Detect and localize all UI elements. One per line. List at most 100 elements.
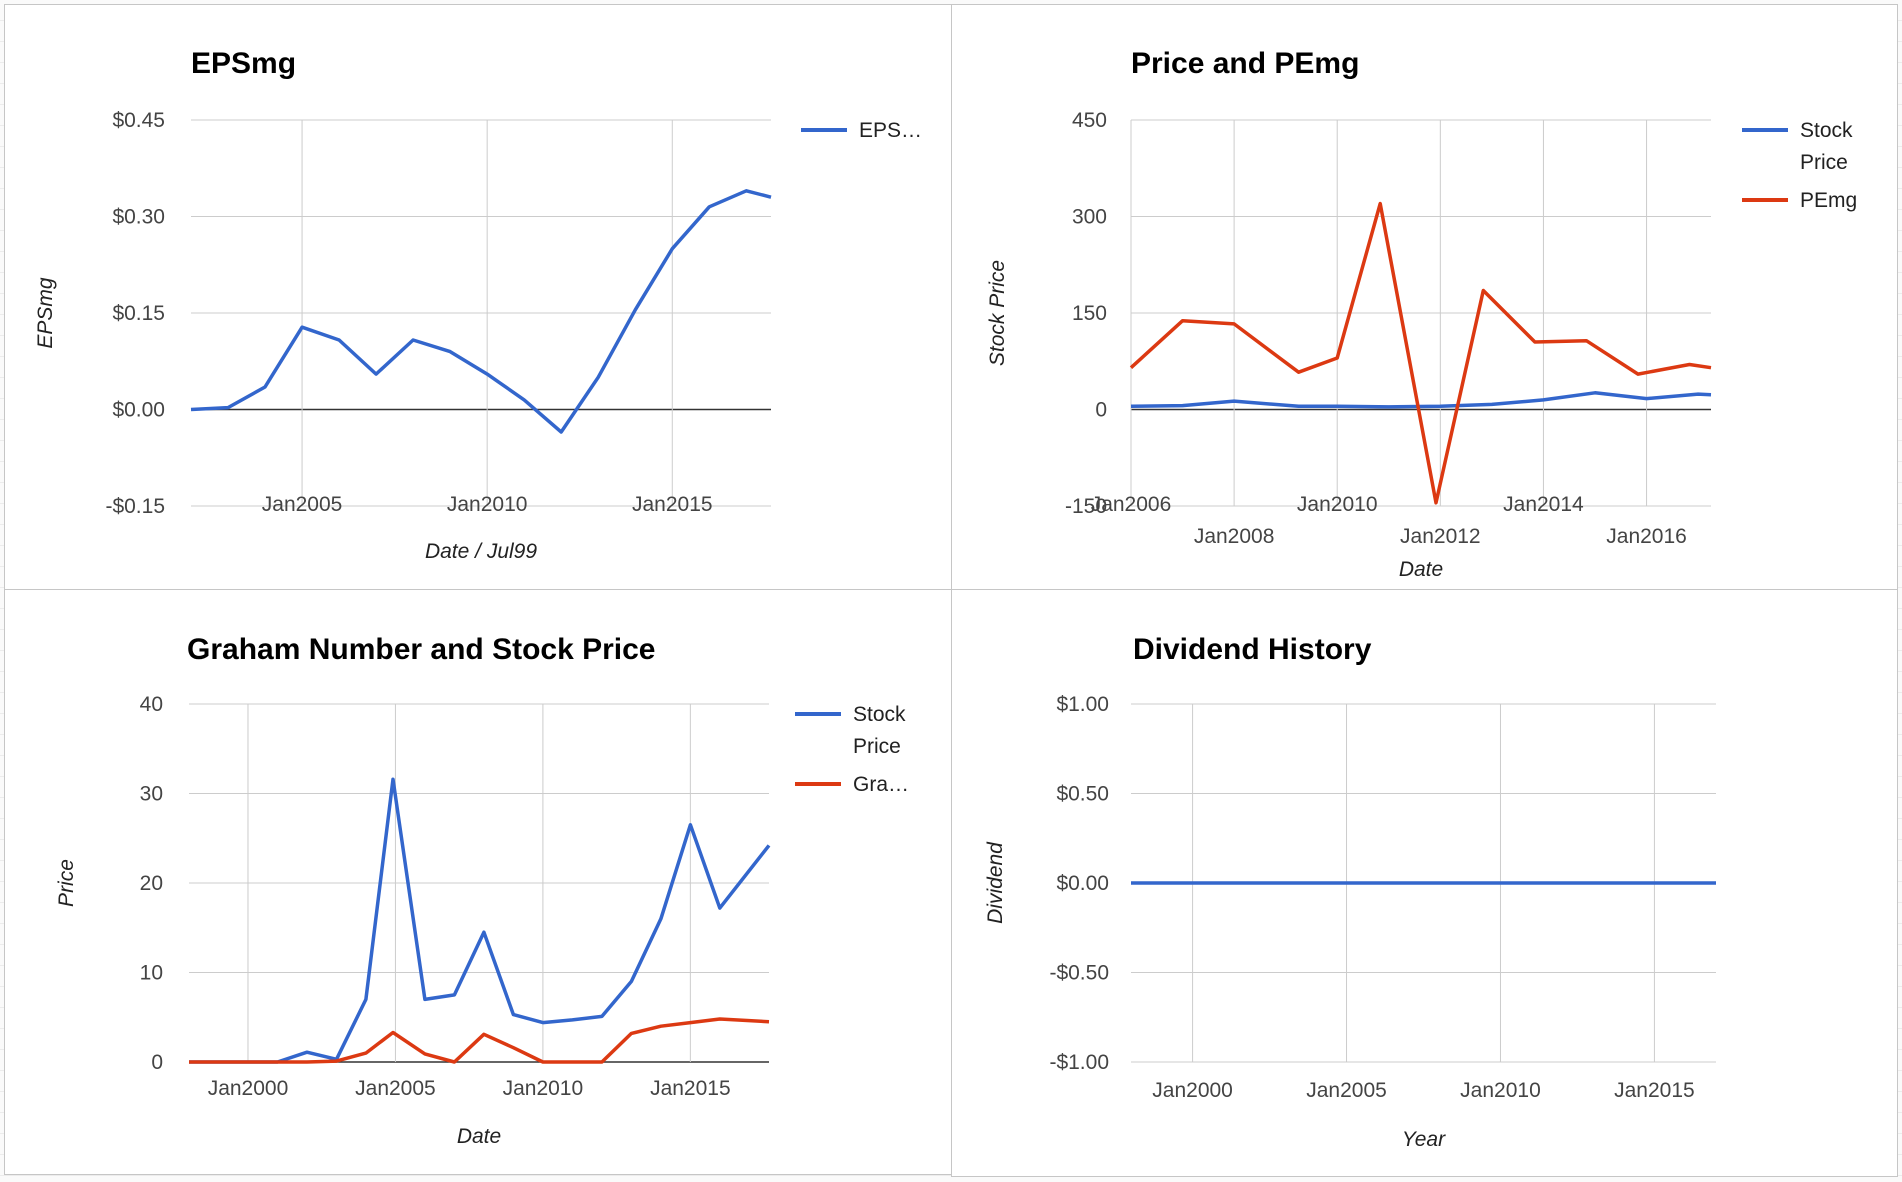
data-point[interactable] — [1709, 366, 1713, 370]
data-point[interactable] — [596, 375, 600, 379]
data-point[interactable] — [559, 430, 563, 434]
graham-chart[interactable]: Graham Number and Stock Price 0 10 20 30 40 Ja… — [4, 589, 952, 1175]
data-point[interactable] — [633, 308, 637, 312]
data-point[interactable] — [482, 930, 486, 934]
data-point[interactable] — [1387, 405, 1391, 409]
data-point[interactable] — [659, 1024, 663, 1028]
data-point[interactable] — [570, 1018, 574, 1022]
y-tick-label: 30 — [140, 783, 163, 806]
data-point[interactable] — [337, 338, 341, 342]
data-point[interactable] — [1232, 399, 1236, 403]
y-tick-label: $0.30 — [112, 206, 165, 229]
data-point[interactable] — [1335, 356, 1339, 360]
data-point[interactable] — [1714, 881, 1718, 885]
data-point[interactable] — [707, 205, 711, 209]
data-point[interactable] — [334, 1059, 338, 1063]
series-line-stock-price[interactable] — [189, 777, 771, 1064]
data-point[interactable] — [364, 1051, 368, 1055]
data-point[interactable] — [226, 406, 230, 410]
data-point[interactable] — [1434, 501, 1438, 505]
data-point[interactable] — [1378, 202, 1382, 206]
data-point[interactable] — [541, 1060, 545, 1064]
data-point[interactable] — [1438, 404, 1442, 408]
data-point[interactable] — [1593, 391, 1597, 395]
epsmg-chart[interactable]: EPSmg -$0.15 $0.00 $0.15 $0.30 $0.45 Jan2005 Ja… — [4, 4, 952, 590]
series-line-eps[interactable] — [190, 189, 772, 434]
y-axis-title: EPSmg — [34, 277, 57, 349]
data-point[interactable] — [300, 325, 304, 329]
data-point[interactable] — [659, 917, 663, 921]
dividend-chart[interactable]: Dividend History -$1.00 -$0.50 $0.00 $0.50 $1… — [951, 589, 1898, 1177]
data-point[interactable] — [452, 1060, 456, 1064]
data-point[interactable] — [1297, 404, 1301, 408]
data-point[interactable] — [511, 1013, 515, 1017]
series-line-stock-price[interactable] — [1130, 391, 1712, 409]
x-tick-label: Jan2010 — [1460, 1079, 1541, 1102]
data-point[interactable] — [482, 1032, 486, 1036]
data-point[interactable] — [305, 1050, 309, 1054]
legend-item[interactable]: Gra… — [795, 773, 909, 796]
data-point[interactable] — [670, 247, 674, 251]
price-pemg-chart[interactable]: Price and PEmg -150 0 150 300 450 Jan2006 Jan20… — [951, 4, 1898, 590]
data-point[interactable] — [1584, 339, 1588, 343]
data-point[interactable] — [1129, 404, 1133, 408]
data-point[interactable] — [452, 993, 456, 997]
data-point[interactable] — [541, 1021, 545, 1025]
data-point[interactable] — [744, 189, 748, 193]
series-line-pemg[interactable] — [1129, 201, 1712, 505]
data-point[interactable] — [189, 408, 193, 412]
data-point[interactable] — [1129, 366, 1133, 370]
y-axis-title: Stock Price — [986, 260, 1009, 366]
data-point[interactable] — [718, 1017, 722, 1021]
data-point[interactable] — [1541, 398, 1545, 402]
data-point[interactable] — [1533, 340, 1537, 344]
data-point[interactable] — [767, 843, 771, 847]
data-point[interactable] — [1335, 404, 1339, 408]
data-point[interactable] — [522, 398, 526, 402]
data-point[interactable] — [411, 338, 415, 342]
dividend-chart-svg: Dividend History -$1.00 -$0.50 $0.00 $0.50 $1… — [984, 633, 1718, 1151]
data-point[interactable] — [1129, 881, 1133, 885]
data-point[interactable] — [1645, 397, 1649, 401]
series-line-gra[interactable] — [189, 1017, 770, 1064]
data-point[interactable] — [423, 997, 427, 1001]
data-point[interactable] — [1297, 370, 1301, 374]
data-point[interactable] — [511, 1046, 515, 1050]
data-point[interactable] — [1181, 319, 1185, 323]
data-point[interactable] — [600, 1014, 604, 1018]
legend-item[interactable]: Stock Price — [1742, 119, 1853, 174]
data-point[interactable] — [1688, 362, 1692, 366]
legend-item[interactable]: PEmg — [1742, 189, 1857, 212]
y-tick-label: -$1.00 — [1049, 1051, 1109, 1074]
data-point[interactable] — [485, 372, 489, 376]
data-point[interactable] — [767, 1020, 771, 1024]
data-point[interactable] — [1696, 392, 1700, 396]
data-point[interactable] — [391, 1030, 395, 1034]
data-point[interactable] — [769, 195, 773, 199]
data-point[interactable] — [1636, 372, 1640, 376]
data-point[interactable] — [187, 1060, 191, 1064]
data-point[interactable] — [629, 979, 633, 983]
data-point[interactable] — [263, 385, 267, 389]
data-point[interactable] — [1709, 393, 1713, 397]
data-point[interactable] — [391, 777, 395, 781]
y-tick-label: $0.15 — [112, 302, 165, 325]
data-point[interactable] — [1481, 288, 1485, 292]
x-tick-label: Jan2015 — [1614, 1079, 1695, 1102]
y-tick-label: 450 — [1072, 109, 1107, 132]
legend-item[interactable]: Stock Price — [795, 703, 906, 758]
data-point[interactable] — [374, 372, 378, 376]
data-point[interactable] — [364, 997, 368, 1001]
data-point[interactable] — [448, 350, 452, 354]
data-point[interactable] — [305, 1060, 309, 1064]
data-point[interactable] — [1232, 322, 1236, 326]
data-point[interactable] — [1181, 404, 1185, 408]
legend-item[interactable]: EPS… — [801, 119, 922, 142]
data-point[interactable] — [688, 823, 692, 827]
data-point[interactable] — [629, 1031, 633, 1035]
data-point[interactable] — [423, 1052, 427, 1056]
data-point[interactable] — [718, 906, 722, 910]
data-point[interactable] — [688, 1021, 692, 1025]
data-point[interactable] — [600, 1060, 604, 1064]
data-point[interactable] — [1490, 402, 1494, 406]
